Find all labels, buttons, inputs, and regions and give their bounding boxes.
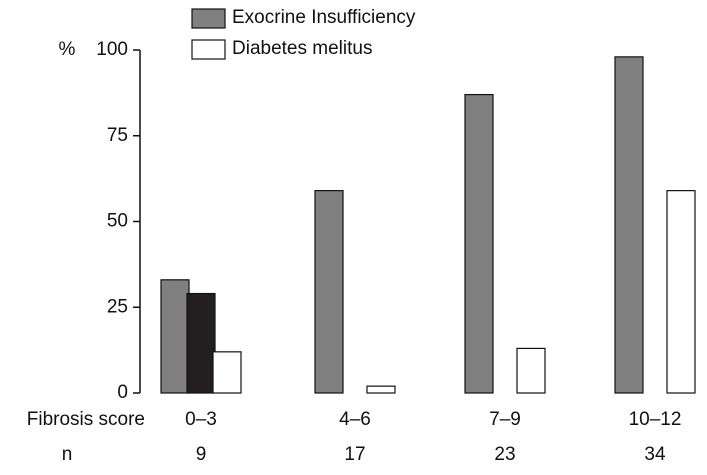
bar <box>666 190 696 394</box>
y-tick-label: 75 <box>107 125 128 146</box>
y-axis-label: % <box>59 39 76 60</box>
bar <box>314 190 344 394</box>
legend-swatch <box>191 39 226 60</box>
x-axis-label: Fibrosis score <box>27 409 145 430</box>
y-tick-label: 0 <box>117 382 128 403</box>
n-value: 17 <box>344 444 365 465</box>
n-value: 34 <box>644 444 666 465</box>
bar <box>464 93 494 394</box>
bar <box>186 292 216 394</box>
bar <box>516 347 546 394</box>
bar <box>366 385 396 394</box>
y-tick-label: 25 <box>107 296 128 317</box>
legend-swatch <box>191 8 226 29</box>
n-label: n <box>62 444 73 465</box>
x-tick-label: 7–9 <box>489 409 521 430</box>
bar <box>212 351 242 394</box>
legend-label: Diabetes melitus <box>232 38 372 59</box>
n-value: 23 <box>494 444 515 465</box>
n-value: 9 <box>196 444 207 465</box>
bar <box>160 279 190 394</box>
x-tick-label: 10–12 <box>629 409 682 430</box>
y-tick-label: 50 <box>107 211 128 232</box>
y-tick-label: 100 <box>96 39 128 60</box>
legend-label: Exocrine Insufficiency <box>232 7 416 28</box>
x-tick-label: 0–3 <box>185 409 217 430</box>
bar <box>614 56 644 394</box>
x-tick-label: 4–6 <box>339 409 371 430</box>
